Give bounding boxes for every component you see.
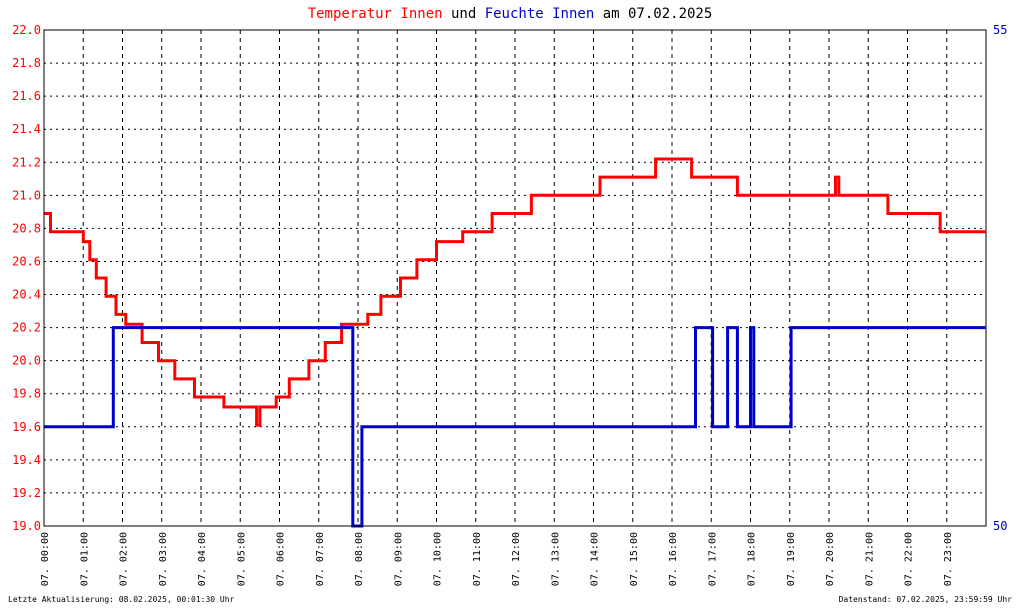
x-tick-label: 07. 04:00 (197, 532, 208, 586)
x-tick-label: 07. 21:00 (864, 532, 875, 586)
x-tick-label: 07. 05:00 (236, 532, 247, 586)
x-tick-label: 07. 11:00 (472, 532, 483, 586)
x-tick-label: 07. 23:00 (943, 532, 954, 586)
y-left-tick-label: 19.8 (12, 387, 41, 401)
x-tick-label: 07. 16:00 (668, 532, 679, 586)
y-left-tick-label: 21.4 (12, 122, 41, 136)
x-tick-label: 07. 01:00 (79, 532, 90, 586)
y-left-tick-label: 21.6 (12, 89, 41, 103)
x-tick-label: 07. 02:00 (119, 532, 130, 586)
x-tick-label: 07. 14:00 (590, 532, 601, 586)
x-tick-label: 07. 15:00 (629, 532, 640, 586)
x-axis-labels: 07. 00:00 07. 01:00 07. 02:00 07. 03:00 07. … (40, 532, 954, 586)
x-tick-label: 07. 03:00 (158, 532, 169, 586)
humidity-series-line (44, 326, 986, 528)
y-left-tick-label: 20.0 (12, 354, 41, 368)
x-tick-label: 07. 17:00 (707, 532, 718, 586)
x-tick-label: 07. 20:00 (825, 532, 836, 586)
x-tick-label: 07. 08:00 (354, 532, 365, 586)
y-left-tick-label: 21.2 (12, 155, 41, 169)
y-right-tick-label: 50 (993, 519, 1007, 533)
title-humidity: Feuchte Innen (485, 6, 595, 22)
grid-layer (44, 30, 986, 526)
footer-data-status: Datenstand: 07.02.2025, 23:59:59 Uhr (839, 595, 1013, 604)
y-left-tick-label: 20.2 (12, 321, 41, 335)
x-tick-label: 07. 10:00 (433, 532, 444, 586)
y-axis-right-labels: 50 55 (993, 23, 1007, 533)
x-tick-label: 07. 18:00 (747, 532, 758, 586)
title-date: am 07.02.2025 (594, 6, 712, 22)
y-left-tick-label: 20.6 (12, 254, 41, 268)
x-tick-label: 07. 13:00 (550, 532, 561, 586)
y-left-tick-label: 19.6 (12, 420, 41, 434)
y-left-tick-label: 19.0 (12, 519, 41, 533)
y-axis-left-labels: 19.0 19.2 19.4 19.6 19.8 20.0 20.2 20.4 20.6 20.8… (12, 23, 41, 533)
series-layer (44, 157, 986, 528)
y-left-tick-label: 19.2 (12, 486, 41, 500)
title-temperature: Temperatur Innen (308, 6, 443, 22)
y-left-tick-label: 21.8 (12, 56, 41, 70)
y-left-tick-label: 20.4 (12, 288, 41, 302)
x-tick-label: 07. 09:00 (393, 532, 404, 586)
y-left-tick-label: 19.4 (12, 453, 41, 467)
y-left-tick-label: 21.0 (12, 188, 41, 202)
x-tick-label: 07. 06:00 (276, 532, 287, 586)
chart-title: Temperatur Innen und Feuchte Innen am 07… (308, 6, 713, 22)
y-left-tick-label: 22.0 (12, 23, 41, 37)
x-tick-label: 07. 19:00 (786, 532, 797, 586)
x-tick-label: 07. 22:00 (904, 532, 915, 586)
y-left-tick-label: 20.8 (12, 221, 41, 235)
x-tick-label: 07. 07:00 (315, 532, 326, 586)
x-tick-label: 07. 00:00 (40, 532, 51, 586)
plot-frame (43, 29, 987, 527)
x-tick-label: 07. 12:00 (511, 532, 522, 586)
y-right-tick-label: 55 (993, 23, 1007, 37)
temperature-series-line (44, 157, 986, 427)
title-und: und (443, 6, 485, 22)
footer-last-update: Letzte Aktualisierung: 08.02.2025, 00:01… (8, 595, 235, 604)
